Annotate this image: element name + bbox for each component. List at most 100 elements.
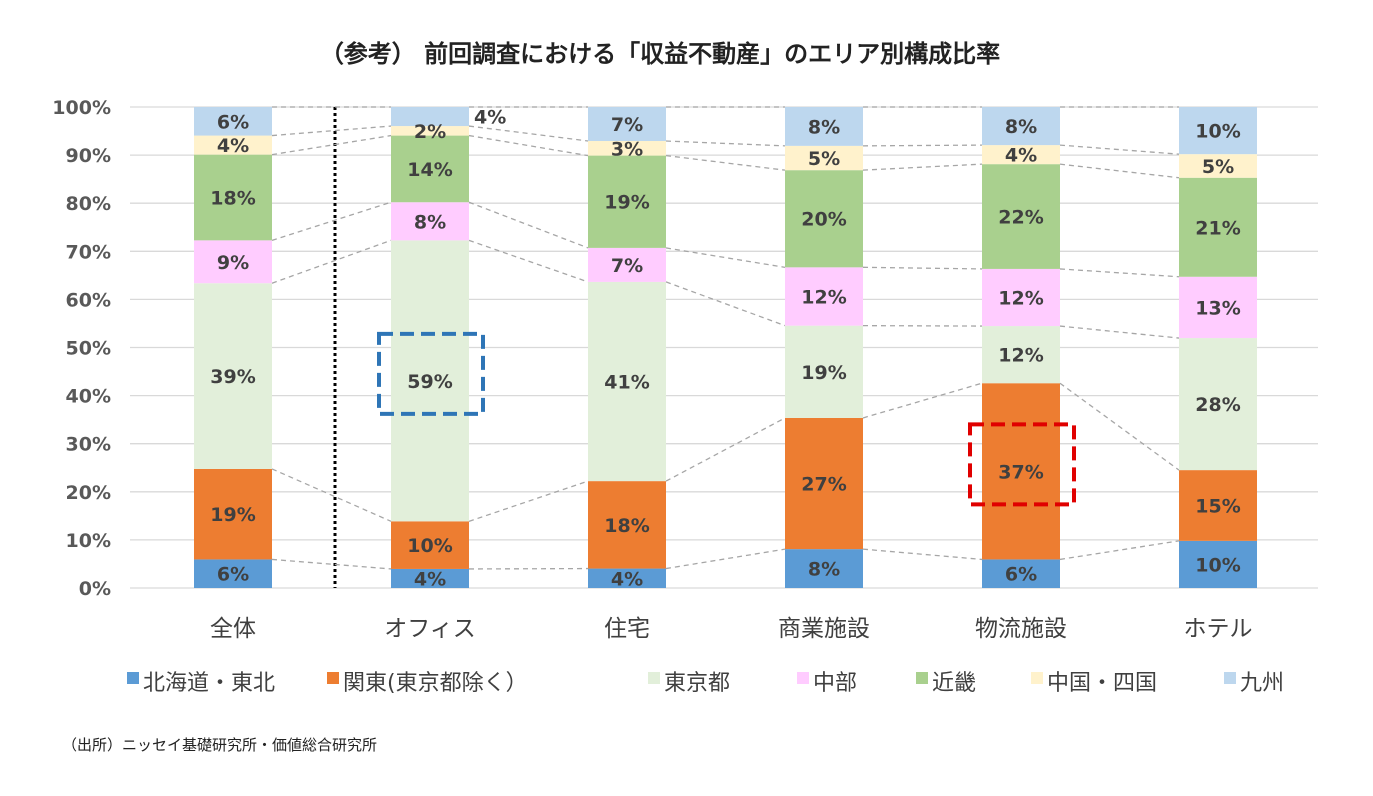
y-tick-label: 0% <box>79 578 111 600</box>
y-tick-label: 80% <box>66 193 111 215</box>
data-label: 4% <box>414 568 446 590</box>
connector-line <box>666 282 785 326</box>
legend-label: 中国・四国 <box>1047 671 1157 696</box>
data-label: 8% <box>1005 116 1037 138</box>
legend-label: 近畿 <box>932 671 976 696</box>
connector-line <box>272 202 391 240</box>
legend-swatch <box>127 672 139 684</box>
data-label: 7% <box>611 255 643 277</box>
connector-line <box>863 383 982 418</box>
data-label: 8% <box>414 211 446 233</box>
data-label: 21% <box>1195 217 1240 239</box>
data-label: 3% <box>611 138 643 160</box>
connector-line <box>469 240 588 282</box>
data-label: 59% <box>407 371 452 393</box>
legend-label: 九州 <box>1240 671 1284 696</box>
connector-line <box>469 202 588 248</box>
y-tick-label: 100% <box>52 97 111 119</box>
data-label: 39% <box>210 366 255 388</box>
x-tick-label: 物流施設 <box>975 616 1067 642</box>
data-label: 13% <box>1195 297 1240 319</box>
data-label: 27% <box>801 474 846 496</box>
connector-line <box>863 549 982 559</box>
x-tick-label: 住宅 <box>604 616 650 642</box>
legend-label: 関東(東京都除く） <box>343 671 528 696</box>
data-label: 4% <box>217 135 249 157</box>
connector-line <box>1060 326 1179 338</box>
x-tick-label: ホテル <box>1184 616 1253 642</box>
y-tick-label: 50% <box>66 338 111 360</box>
data-label: 9% <box>217 252 249 274</box>
legend: 北海道・東北関東(東京都除く）東京都中部近畿中国・四国九州 <box>127 671 1284 696</box>
legend-swatch <box>1224 672 1236 684</box>
connector-line <box>272 469 391 521</box>
data-label: 28% <box>1195 394 1240 416</box>
legend-label: 中部 <box>813 671 857 696</box>
legend-swatch <box>916 672 928 684</box>
data-label: 6% <box>1005 564 1037 586</box>
data-label: 15% <box>1195 495 1240 517</box>
connector-line <box>666 418 785 481</box>
labels: 6%19%39%9%18%4%6%全体4%10%59%8%14%2%4%オフィス… <box>210 107 1253 642</box>
connector-line <box>666 156 785 171</box>
data-label: 10% <box>1195 554 1240 576</box>
connector-line <box>666 141 785 146</box>
y-tick-label: 90% <box>66 145 111 167</box>
x-tick-label: 商業施設 <box>778 616 870 642</box>
connector-line <box>272 136 391 155</box>
data-label: 4% <box>1005 145 1037 167</box>
data-label: 8% <box>808 559 840 581</box>
x-tick-label: 全体 <box>210 616 256 642</box>
data-label: 6% <box>217 564 249 586</box>
data-label: 19% <box>210 504 255 526</box>
y-tick-label: 30% <box>66 434 111 456</box>
connector-line <box>863 267 982 269</box>
data-label: 7% <box>611 114 643 136</box>
legend-label: 東京都 <box>664 671 730 696</box>
data-label: 19% <box>801 362 846 384</box>
legend-swatch <box>327 672 339 684</box>
connector-line <box>272 240 391 283</box>
source-note: （出所）ニッセイ基礎研究所・価値総合研究所 <box>62 736 377 754</box>
data-label: 6% <box>217 111 249 133</box>
connector-line <box>1060 145 1179 154</box>
connector-line <box>1060 164 1179 178</box>
data-label: 12% <box>801 286 846 308</box>
data-label: 20% <box>801 209 846 231</box>
data-label: 14% <box>407 159 452 181</box>
data-label: 4% <box>474 107 506 129</box>
data-label: 12% <box>998 345 1043 367</box>
y-tick-label: 10% <box>66 530 111 552</box>
connector-line <box>1060 383 1179 470</box>
connector-line <box>666 549 785 568</box>
connector-line <box>1060 269 1179 277</box>
legend-swatch <box>648 672 660 684</box>
connector-line <box>469 481 588 521</box>
data-label: 18% <box>210 187 255 209</box>
data-label: 5% <box>1202 156 1234 178</box>
legend-swatch <box>1031 672 1043 684</box>
data-label: 41% <box>604 372 649 394</box>
x-tick-label: オフィス <box>384 616 476 642</box>
connector-line <box>272 126 391 136</box>
data-label: 18% <box>604 515 649 537</box>
data-label: 4% <box>611 568 643 590</box>
data-label: 8% <box>808 116 840 138</box>
data-label: 2% <box>414 121 446 143</box>
data-label: 19% <box>604 192 649 214</box>
connector-line <box>863 145 982 146</box>
data-label: 37% <box>998 461 1043 483</box>
data-label: 12% <box>998 287 1043 309</box>
y-tick-label: 70% <box>66 241 111 263</box>
data-label: 5% <box>808 148 840 170</box>
y-tick-label: 20% <box>66 482 111 504</box>
y-tick-label: 40% <box>66 386 111 408</box>
data-label: 10% <box>407 535 452 557</box>
chart-title: （参考） 前回調査における「収益不動産」のエリア別構成比率 <box>320 40 1000 68</box>
legend-swatch <box>797 672 809 684</box>
connector-line <box>1060 541 1179 560</box>
connector-line <box>272 559 391 569</box>
data-label: 22% <box>998 207 1043 229</box>
y-tick-label: 60% <box>66 289 111 311</box>
